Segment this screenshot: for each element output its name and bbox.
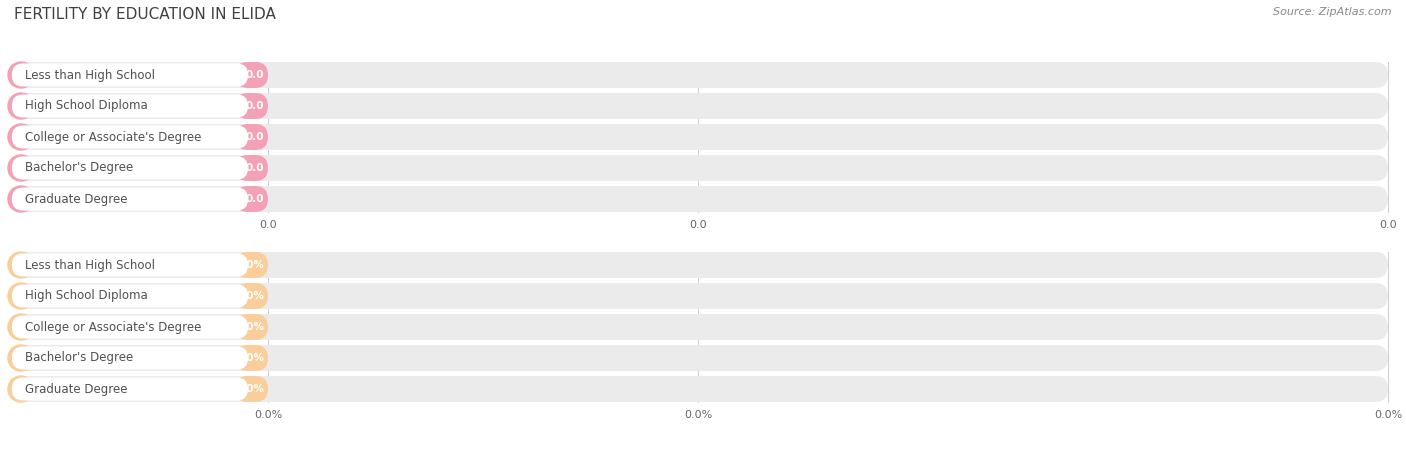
Text: Less than High School: Less than High School <box>25 68 155 82</box>
Circle shape <box>8 376 34 402</box>
FancyBboxPatch shape <box>8 314 1388 340</box>
Circle shape <box>8 252 34 278</box>
FancyBboxPatch shape <box>235 124 269 150</box>
Circle shape <box>8 155 34 181</box>
FancyBboxPatch shape <box>235 252 269 278</box>
Text: 0.0: 0.0 <box>246 132 264 142</box>
Text: Source: ZipAtlas.com: Source: ZipAtlas.com <box>1274 7 1392 17</box>
FancyBboxPatch shape <box>11 346 247 370</box>
FancyBboxPatch shape <box>8 283 1388 309</box>
Text: Less than High School: Less than High School <box>25 258 155 272</box>
Text: 0.0: 0.0 <box>689 220 707 230</box>
FancyBboxPatch shape <box>235 376 269 402</box>
Text: College or Associate's Degree: College or Associate's Degree <box>25 321 201 333</box>
FancyBboxPatch shape <box>235 345 269 371</box>
Text: 0.0: 0.0 <box>246 194 264 204</box>
Text: 0.0%: 0.0% <box>683 410 711 420</box>
FancyBboxPatch shape <box>235 62 269 88</box>
FancyBboxPatch shape <box>8 252 1388 278</box>
Text: 0.0: 0.0 <box>259 220 277 230</box>
FancyBboxPatch shape <box>8 155 1388 181</box>
FancyBboxPatch shape <box>11 125 247 149</box>
Text: 0.0%: 0.0% <box>235 353 264 363</box>
Text: 0.0: 0.0 <box>1379 220 1396 230</box>
Text: 0.0%: 0.0% <box>254 410 283 420</box>
FancyBboxPatch shape <box>11 378 247 400</box>
Text: 0.0%: 0.0% <box>235 260 264 270</box>
FancyBboxPatch shape <box>11 156 247 180</box>
Circle shape <box>8 345 34 371</box>
FancyBboxPatch shape <box>8 62 1388 88</box>
Circle shape <box>8 314 34 340</box>
Text: 0.0: 0.0 <box>246 163 264 173</box>
Text: Bachelor's Degree: Bachelor's Degree <box>25 162 134 174</box>
Text: 0.0: 0.0 <box>246 70 264 80</box>
Text: High School Diploma: High School Diploma <box>25 289 148 303</box>
Text: FERTILITY BY EDUCATION IN ELIDA: FERTILITY BY EDUCATION IN ELIDA <box>14 7 276 22</box>
FancyBboxPatch shape <box>11 254 247 276</box>
Text: Graduate Degree: Graduate Degree <box>25 192 128 206</box>
Circle shape <box>8 124 34 150</box>
FancyBboxPatch shape <box>11 188 247 210</box>
FancyBboxPatch shape <box>235 93 269 119</box>
Text: 0.0: 0.0 <box>246 101 264 111</box>
Text: Graduate Degree: Graduate Degree <box>25 382 128 396</box>
FancyBboxPatch shape <box>11 64 247 86</box>
FancyBboxPatch shape <box>8 345 1388 371</box>
FancyBboxPatch shape <box>11 95 247 117</box>
Circle shape <box>8 186 34 212</box>
FancyBboxPatch shape <box>235 283 269 309</box>
Text: College or Associate's Degree: College or Associate's Degree <box>25 131 201 143</box>
FancyBboxPatch shape <box>11 285 247 307</box>
FancyBboxPatch shape <box>8 186 1388 212</box>
Text: 0.0%: 0.0% <box>1374 410 1402 420</box>
FancyBboxPatch shape <box>235 314 269 340</box>
Text: Bachelor's Degree: Bachelor's Degree <box>25 352 134 364</box>
Text: High School Diploma: High School Diploma <box>25 99 148 113</box>
Circle shape <box>8 93 34 119</box>
FancyBboxPatch shape <box>11 315 247 339</box>
Text: 0.0%: 0.0% <box>235 291 264 301</box>
Text: 0.0%: 0.0% <box>235 384 264 394</box>
FancyBboxPatch shape <box>8 376 1388 402</box>
Circle shape <box>8 62 34 88</box>
Circle shape <box>8 283 34 309</box>
FancyBboxPatch shape <box>235 186 269 212</box>
Text: 0.0%: 0.0% <box>235 322 264 332</box>
FancyBboxPatch shape <box>8 93 1388 119</box>
FancyBboxPatch shape <box>8 124 1388 150</box>
FancyBboxPatch shape <box>235 155 269 181</box>
